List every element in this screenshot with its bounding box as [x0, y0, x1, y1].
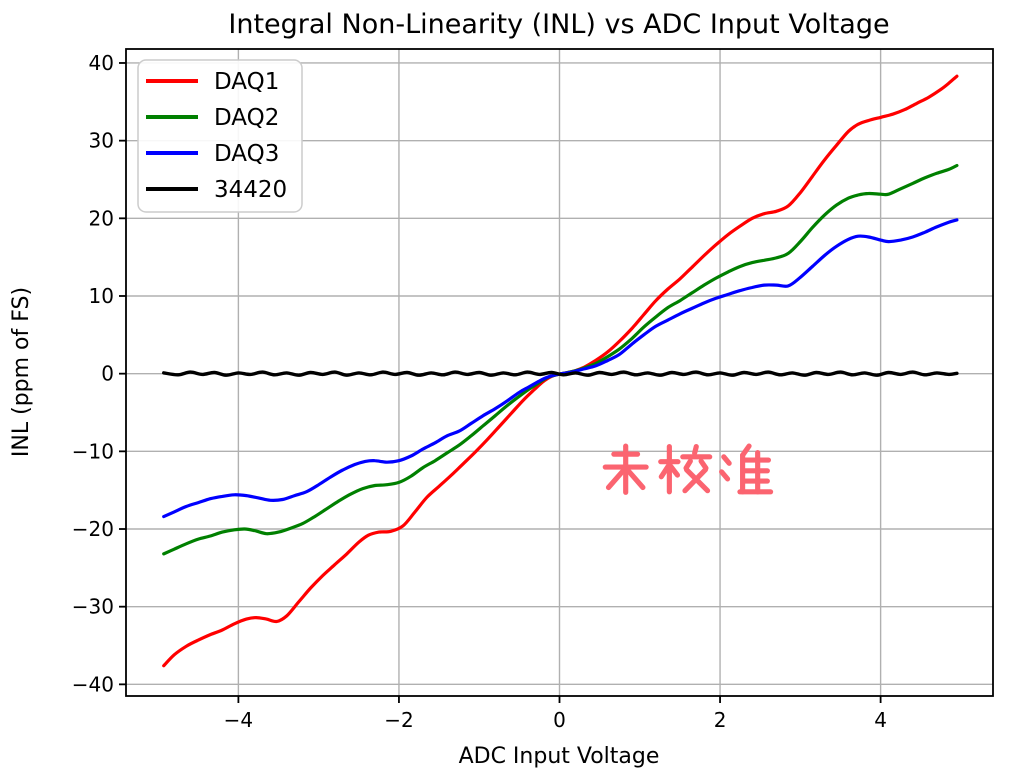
legend: DAQ1 DAQ2 DAQ3 34420: [137, 59, 303, 213]
x-tick-label: −4: [224, 708, 253, 732]
x-tick-label: −2: [384, 708, 413, 732]
y-tick-label: 20: [89, 206, 114, 230]
legend-label-DAQ3: DAQ3: [214, 141, 279, 167]
y-tick-label: 30: [89, 129, 114, 153]
series-lines: [162, 74, 959, 668]
annotation-glyph: [658, 444, 713, 495]
legend-label-34420: 34420: [214, 177, 287, 203]
y-tick-label: 0: [101, 362, 114, 386]
x-tick-label: 2: [714, 708, 727, 732]
y-tick-label: −10: [72, 439, 114, 463]
y-tick-label: −30: [72, 595, 114, 619]
series-line-DAQ2: [162, 163, 959, 556]
series-line-DAQ3: [162, 218, 959, 519]
series-line-34420: [162, 370, 959, 377]
y-tick-label: −20: [72, 517, 114, 541]
gridlines: [126, 49, 993, 696]
y-tick-label: 40: [89, 51, 114, 75]
annotation-glyph: [602, 443, 649, 495]
annotation-glyph: [719, 443, 774, 495]
y-tick-label: −40: [72, 672, 114, 696]
y-axis-label: INL (ppm of FS): [9, 287, 34, 457]
legend-label-DAQ2: DAQ2: [214, 105, 279, 131]
legend-box: [137, 59, 303, 213]
chart-title: Integral Non-Linearity (INL) vs ADC Inpu…: [228, 9, 889, 40]
x-tick-label: 0: [553, 708, 566, 732]
legend-label-DAQ1: DAQ1: [214, 69, 279, 95]
x-axis-label: ADC Input Voltage: [459, 744, 660, 769]
x-tick-label: 4: [874, 708, 887, 732]
y-tick-label: 10: [89, 284, 114, 308]
annotation-uncalibrated: [602, 443, 774, 495]
